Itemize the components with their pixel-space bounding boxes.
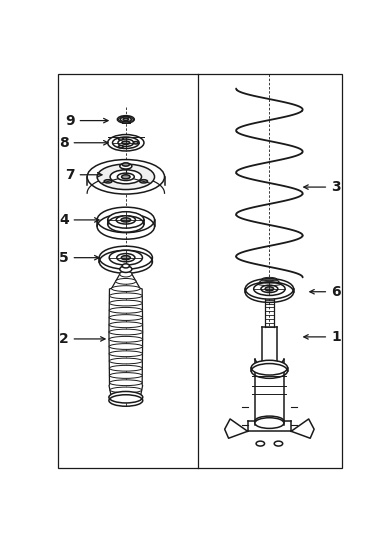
Text: 9: 9	[65, 114, 75, 127]
Ellipse shape	[122, 264, 129, 268]
Ellipse shape	[97, 164, 154, 190]
Ellipse shape	[109, 251, 142, 265]
Ellipse shape	[109, 314, 142, 320]
Ellipse shape	[109, 391, 143, 403]
Ellipse shape	[117, 116, 134, 123]
Ellipse shape	[116, 216, 135, 224]
Ellipse shape	[119, 146, 123, 148]
Ellipse shape	[109, 344, 143, 350]
Ellipse shape	[109, 373, 142, 378]
Text: 3: 3	[331, 180, 341, 194]
Ellipse shape	[87, 159, 165, 194]
Ellipse shape	[109, 358, 142, 364]
Ellipse shape	[119, 138, 123, 140]
Text: 6: 6	[331, 285, 341, 298]
Ellipse shape	[261, 285, 278, 293]
Ellipse shape	[122, 175, 130, 179]
Ellipse shape	[274, 441, 283, 446]
Ellipse shape	[104, 180, 112, 183]
Ellipse shape	[113, 137, 139, 149]
Ellipse shape	[108, 134, 144, 151]
Ellipse shape	[118, 139, 134, 147]
Ellipse shape	[109, 293, 142, 298]
Ellipse shape	[256, 441, 264, 446]
Ellipse shape	[120, 163, 132, 169]
Ellipse shape	[110, 380, 142, 385]
Text: 8: 8	[59, 136, 69, 150]
Ellipse shape	[121, 256, 130, 260]
Ellipse shape	[123, 118, 129, 120]
Text: 4: 4	[59, 213, 69, 227]
Ellipse shape	[109, 329, 143, 335]
Ellipse shape	[97, 207, 154, 232]
Ellipse shape	[120, 266, 132, 272]
Ellipse shape	[109, 322, 143, 328]
Ellipse shape	[109, 300, 142, 306]
Ellipse shape	[117, 173, 134, 181]
Text: 7: 7	[65, 168, 75, 182]
Ellipse shape	[254, 282, 285, 295]
Ellipse shape	[108, 212, 144, 228]
Ellipse shape	[255, 418, 284, 429]
Ellipse shape	[265, 287, 274, 291]
Ellipse shape	[140, 180, 147, 183]
Ellipse shape	[245, 279, 294, 299]
Ellipse shape	[121, 117, 131, 122]
Ellipse shape	[120, 271, 132, 277]
Ellipse shape	[122, 141, 130, 144]
Ellipse shape	[110, 170, 142, 184]
Ellipse shape	[110, 387, 142, 393]
Ellipse shape	[109, 308, 142, 313]
Ellipse shape	[122, 166, 130, 169]
Ellipse shape	[109, 365, 142, 371]
Ellipse shape	[255, 416, 284, 426]
Ellipse shape	[109, 351, 142, 357]
Ellipse shape	[262, 367, 277, 373]
Ellipse shape	[117, 254, 135, 262]
Text: 2: 2	[59, 332, 69, 346]
Ellipse shape	[251, 360, 287, 375]
Text: 5: 5	[59, 251, 69, 265]
Ellipse shape	[121, 218, 131, 222]
Ellipse shape	[99, 246, 152, 269]
Ellipse shape	[111, 394, 140, 400]
Ellipse shape	[133, 142, 138, 144]
Text: 1: 1	[331, 330, 341, 344]
Ellipse shape	[115, 278, 136, 284]
Ellipse shape	[112, 286, 140, 292]
Ellipse shape	[122, 163, 129, 166]
Ellipse shape	[109, 336, 143, 342]
